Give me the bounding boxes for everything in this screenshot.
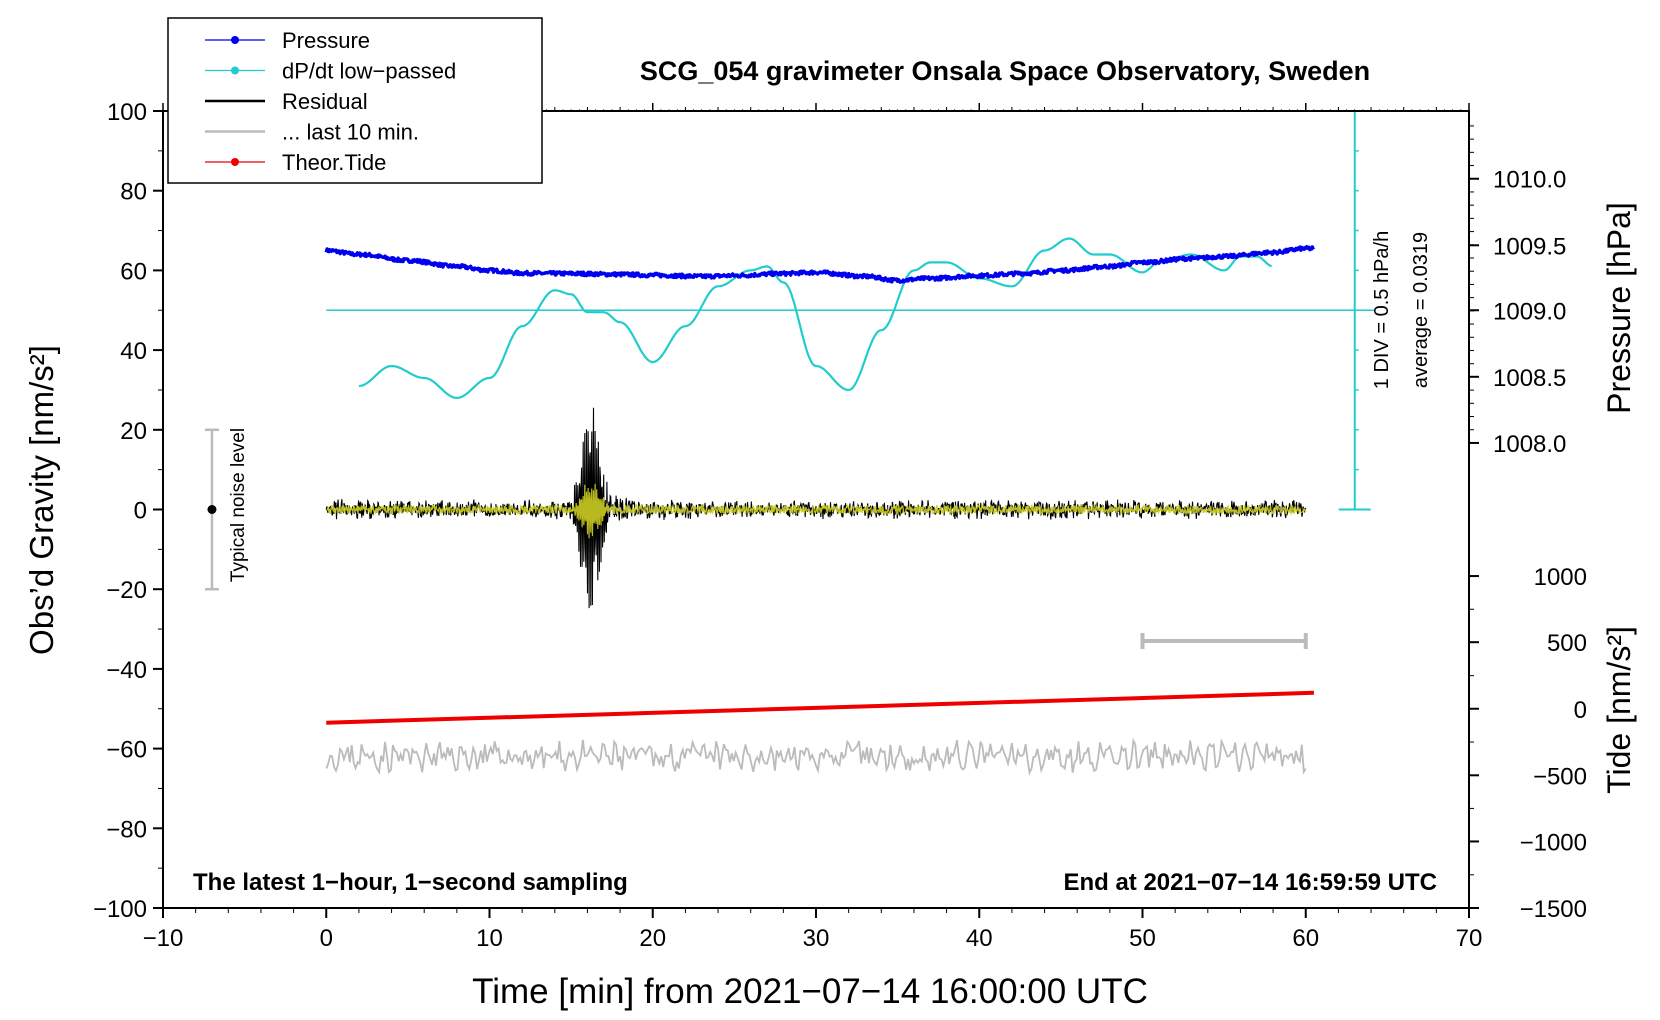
y-tick-label: 100	[107, 99, 147, 126]
tide-tick-label: −1500	[1520, 896, 1587, 923]
tide-tick-label: −1000	[1520, 829, 1587, 856]
x-tick-label: 60	[1292, 925, 1319, 952]
last10-series-line	[325, 737, 1307, 776]
y-tick-label: 80	[120, 179, 147, 206]
legend-label: Pressure	[282, 28, 370, 53]
legend-swatch-dot	[231, 36, 239, 44]
residual-filtered-line	[325, 483, 1307, 539]
pressure-tick-label: 1010.0	[1493, 167, 1566, 194]
y-tick-label: −100	[93, 896, 147, 923]
noise-level-center-dot	[207, 505, 217, 514]
annotation-sampling: The latest 1−hour, 1−second sampling	[193, 869, 628, 896]
x-tick-label: 40	[966, 925, 993, 952]
legend-entry: Theor.Tide	[205, 150, 386, 175]
tide-series-line	[326, 690, 1314, 725]
x-tick-label: 50	[1129, 925, 1156, 952]
pressure-axis-label: Pressure [hPa]	[1601, 202, 1637, 414]
y-tick-label: −40	[106, 657, 147, 684]
pressure-scale-label: 1 DIV = 0.5 hPa/h	[1371, 231, 1393, 389]
chart-title: SCG_054 gravimeter Onsala Space Observat…	[640, 56, 1370, 86]
typical-noise-label: Typical noise level	[228, 428, 249, 582]
residual-series-line	[325, 407, 1307, 609]
tide-tick-label: 0	[1574, 697, 1587, 724]
left-y-axis-label: Obs’d Gravity [nm/s²]	[23, 345, 60, 655]
legend-label: dP/dt low−passed	[282, 59, 456, 84]
legend-swatch-dot	[231, 66, 239, 75]
tide-tick-label: −500	[1533, 763, 1587, 790]
legend-entry: ... last 10 min.	[205, 120, 419, 145]
legend-label: Theor.Tide	[282, 150, 386, 175]
y-tick-label: 60	[120, 258, 147, 285]
plot-marks	[204, 110, 1375, 776]
tide-tick-label: 1000	[1534, 564, 1587, 591]
x-axis-label: Time [min] from 2021−07−14 16:00:00 UTC	[472, 972, 1148, 1011]
legend-entry: Pressure	[205, 28, 370, 53]
x-tick-label: −10	[143, 925, 184, 952]
x-tick-label: 70	[1456, 925, 1483, 952]
legend-entry: dP/dt low−passed	[205, 59, 456, 84]
x-tick-label: 10	[476, 925, 503, 952]
pressure-tick-label: 1009.0	[1493, 298, 1566, 325]
pressure-tick-label: 1008.0	[1493, 431, 1566, 458]
legend-swatch-dot	[231, 158, 239, 166]
y-tick-label: 20	[120, 418, 147, 445]
y-tick-label: −20	[106, 577, 147, 604]
pressure-tick-label: 1009.5	[1493, 233, 1566, 260]
pressure-series-line	[324, 244, 1316, 284]
dpdt-series-line	[358, 237, 1272, 400]
x-tick-label: 0	[320, 925, 333, 952]
annotation-end-time: End at 2021−07−14 16:59:59 UTC	[1063, 869, 1437, 896]
pressure-tick-label: 1008.5	[1493, 365, 1566, 392]
y-tick-label: 40	[120, 338, 147, 365]
tide-tick-label: 500	[1547, 630, 1587, 657]
x-tick-label: 30	[803, 925, 830, 952]
legend-entry: Residual	[205, 89, 368, 114]
legend-label: Residual	[282, 89, 368, 114]
y-tick-label: −80	[106, 816, 147, 843]
y-tick-label: 0	[134, 498, 147, 525]
axis-ticks: −10 0 10 20 30 40 50 60 70100806040200−20−40−60−…	[93, 99, 1587, 952]
legend-label: ... last 10 min.	[282, 120, 419, 145]
tide-axis-label: Tide [nm/s²]	[1601, 626, 1637, 794]
y-tick-label: −60	[106, 737, 147, 764]
average-label: average = 0.0319	[1410, 232, 1432, 388]
legend: Pressure dP/dt low−passed Residual ... last…	[167, 17, 543, 184]
x-tick-label: 20	[639, 925, 666, 952]
